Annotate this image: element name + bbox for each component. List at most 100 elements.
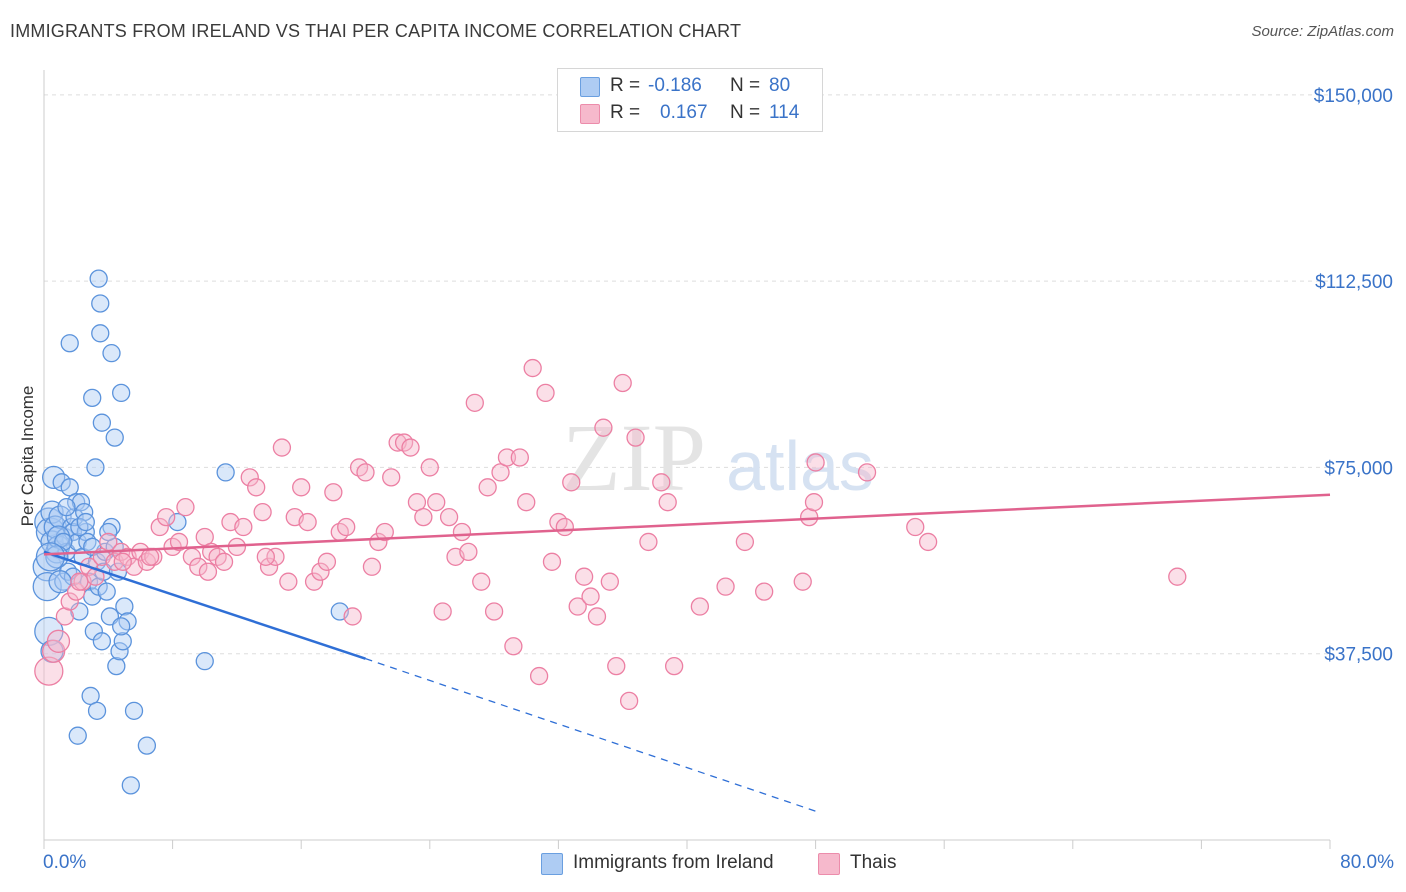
thai-point: [568, 597, 587, 616]
source-label: Source: ZipAtlas.com: [1251, 23, 1394, 40]
ireland-point: [54, 572, 73, 591]
thai-point: [157, 507, 176, 527]
thai-point: [60, 592, 79, 611]
thai-point: [658, 493, 677, 512]
ireland-point: [87, 701, 107, 720]
x-tick-label-min: 0.0%: [43, 852, 87, 873]
thai-point: [272, 438, 292, 457]
ireland-point: [99, 522, 118, 542]
thai-point: [804, 493, 824, 512]
thai-point: [587, 607, 607, 626]
thai-point: [504, 637, 523, 656]
ireland-point: [86, 458, 105, 477]
ireland-point: [76, 512, 95, 532]
thai-point: [292, 478, 311, 497]
ireland-point: [71, 493, 91, 512]
watermark-atlas: atlas: [726, 427, 874, 505]
thai-point: [113, 552, 132, 571]
thai-point: [259, 557, 279, 576]
thai-point: [401, 438, 420, 457]
n-label: N =: [730, 75, 761, 96]
thai-point: [497, 448, 517, 467]
thai-point: [465, 393, 484, 412]
r-label: R =: [610, 102, 641, 123]
ireland-point: [112, 617, 131, 636]
thai-point: [472, 572, 491, 591]
thai-point: [906, 517, 925, 537]
thai-point: [607, 656, 626, 676]
r-value: -0.186: [648, 75, 702, 96]
ireland-point: [102, 344, 121, 363]
thai-point: [639, 532, 658, 552]
ireland-point: [89, 269, 108, 288]
legend-swatch-ireland: [541, 853, 563, 875]
thai-point: [918, 532, 938, 552]
y-tick-label: $75,000: [1324, 458, 1393, 479]
thai-trend-line: [43, 493, 1331, 556]
ireland-point: [168, 512, 187, 532]
thai-point: [529, 666, 549, 686]
thai-point: [169, 532, 189, 552]
thai-point: [382, 468, 401, 487]
ireland-point: [105, 428, 124, 447]
ireland-point: [57, 498, 76, 517]
y-tick-label: $112,500: [1315, 272, 1393, 293]
ireland-point: [83, 388, 102, 408]
ireland-point: [68, 726, 87, 745]
ireland-point: [35, 542, 66, 572]
thai-point: [510, 448, 529, 467]
trend-lines: [43, 493, 1331, 812]
thai-point: [619, 691, 639, 711]
ireland-point: [97, 582, 116, 601]
thai-point: [793, 572, 812, 591]
thai-point: [266, 547, 285, 566]
ireland-point: [216, 463, 235, 482]
n-label: N =: [730, 102, 761, 123]
thai-point: [34, 656, 64, 686]
thai-point: [420, 458, 439, 477]
thai-point: [214, 552, 234, 571]
ireland-point: [107, 656, 126, 676]
thai-point: [517, 493, 536, 512]
thai-point: [433, 602, 452, 621]
ireland-point: [60, 334, 79, 353]
thai-point: [555, 517, 574, 537]
ireland-point: [92, 632, 112, 651]
thai-point: [484, 602, 504, 621]
thai-point: [198, 562, 218, 581]
thai-point: [459, 542, 478, 562]
x-tick-label-max: 80.0%: [1340, 852, 1394, 873]
ireland-point: [113, 632, 132, 651]
thai-point: [298, 512, 317, 532]
thai-point: [414, 507, 433, 527]
thai-point: [1168, 567, 1187, 586]
thai-point: [304, 572, 324, 591]
ireland-point: [70, 602, 89, 621]
ireland-point: [195, 652, 214, 671]
ireland-point: [124, 701, 144, 720]
thai-point: [240, 468, 259, 487]
thai-point: [664, 656, 684, 676]
data-points: [32, 269, 1187, 795]
thai-point: [46, 629, 71, 653]
thai-point: [279, 572, 298, 591]
y-tick-labels: $37,500 $75,000 $112,500 $150,000: [1314, 86, 1393, 666]
thai-point: [478, 478, 497, 497]
ireland-point: [115, 597, 134, 616]
thai-point: [439, 507, 459, 527]
thai-point: [574, 567, 594, 586]
legend-label-ireland: Immigrants from Ireland: [573, 852, 774, 873]
ireland-point: [91, 294, 110, 313]
thai-point: [806, 453, 825, 472]
r-label: R =: [610, 75, 641, 96]
thai-point: [562, 473, 581, 492]
thai-point: [613, 373, 632, 393]
legend-swatch-thais: [818, 853, 840, 875]
thai-point: [594, 418, 613, 437]
ireland-point: [110, 642, 129, 661]
thai-point: [337, 517, 356, 537]
grid-lines: [44, 94, 1330, 655]
thai-point: [427, 493, 446, 512]
ireland-point: [91, 324, 110, 343]
thai-point: [70, 572, 89, 591]
